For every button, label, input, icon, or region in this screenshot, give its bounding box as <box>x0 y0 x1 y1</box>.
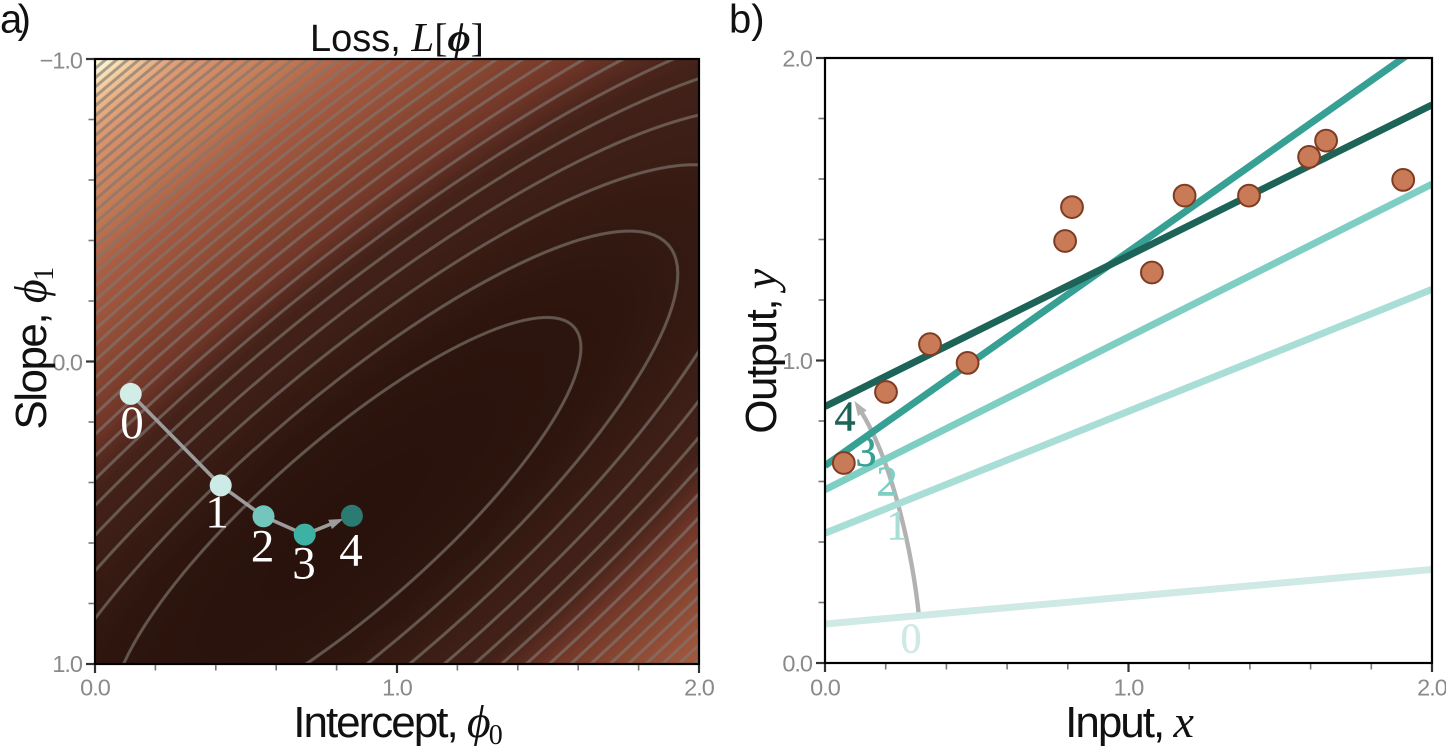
svg-text:Loss, L[ϕ]: Loss, L[ϕ] <box>310 14 484 60</box>
svg-text:0.0: 0.0 <box>810 675 841 701</box>
svg-text:2.0: 2.0 <box>684 675 715 701</box>
svg-text:2.0: 2.0 <box>1417 675 1446 701</box>
svg-text:Intercept, ϕ0: Intercept, ϕ0 <box>293 696 501 746</box>
svg-text:Slope, ϕ1: Slope, ϕ1 <box>5 268 60 430</box>
svg-text:a): a) <box>0 0 31 42</box>
svg-text:1: 1 <box>205 487 229 539</box>
svg-text:0: 0 <box>120 397 144 449</box>
svg-text:0.0: 0.0 <box>52 349 83 375</box>
svg-text:0.0: 0.0 <box>80 675 111 701</box>
svg-text:1.0: 1.0 <box>1114 675 1145 701</box>
svg-text:1.0: 1.0 <box>782 348 813 374</box>
svg-text:2: 2 <box>877 460 898 506</box>
svg-text:4: 4 <box>339 525 363 577</box>
svg-text:4: 4 <box>835 395 856 441</box>
svg-text:1.0: 1.0 <box>382 675 413 701</box>
svg-text:0: 0 <box>901 617 922 663</box>
svg-text:1.0: 1.0 <box>52 651 83 677</box>
svg-text:2.0: 2.0 <box>782 46 813 72</box>
svg-text:2: 2 <box>251 521 275 573</box>
svg-text:b): b) <box>729 0 765 42</box>
svg-text:3: 3 <box>292 538 316 590</box>
svg-text:0.0: 0.0 <box>782 651 813 677</box>
svg-text:1: 1 <box>887 504 908 550</box>
svg-text:−1.0: −1.0 <box>40 48 83 74</box>
svg-text:3: 3 <box>856 430 877 476</box>
svg-text:Output, y: Output, y <box>735 268 786 434</box>
svg-text:Input, x: Input, x <box>1065 696 1194 746</box>
